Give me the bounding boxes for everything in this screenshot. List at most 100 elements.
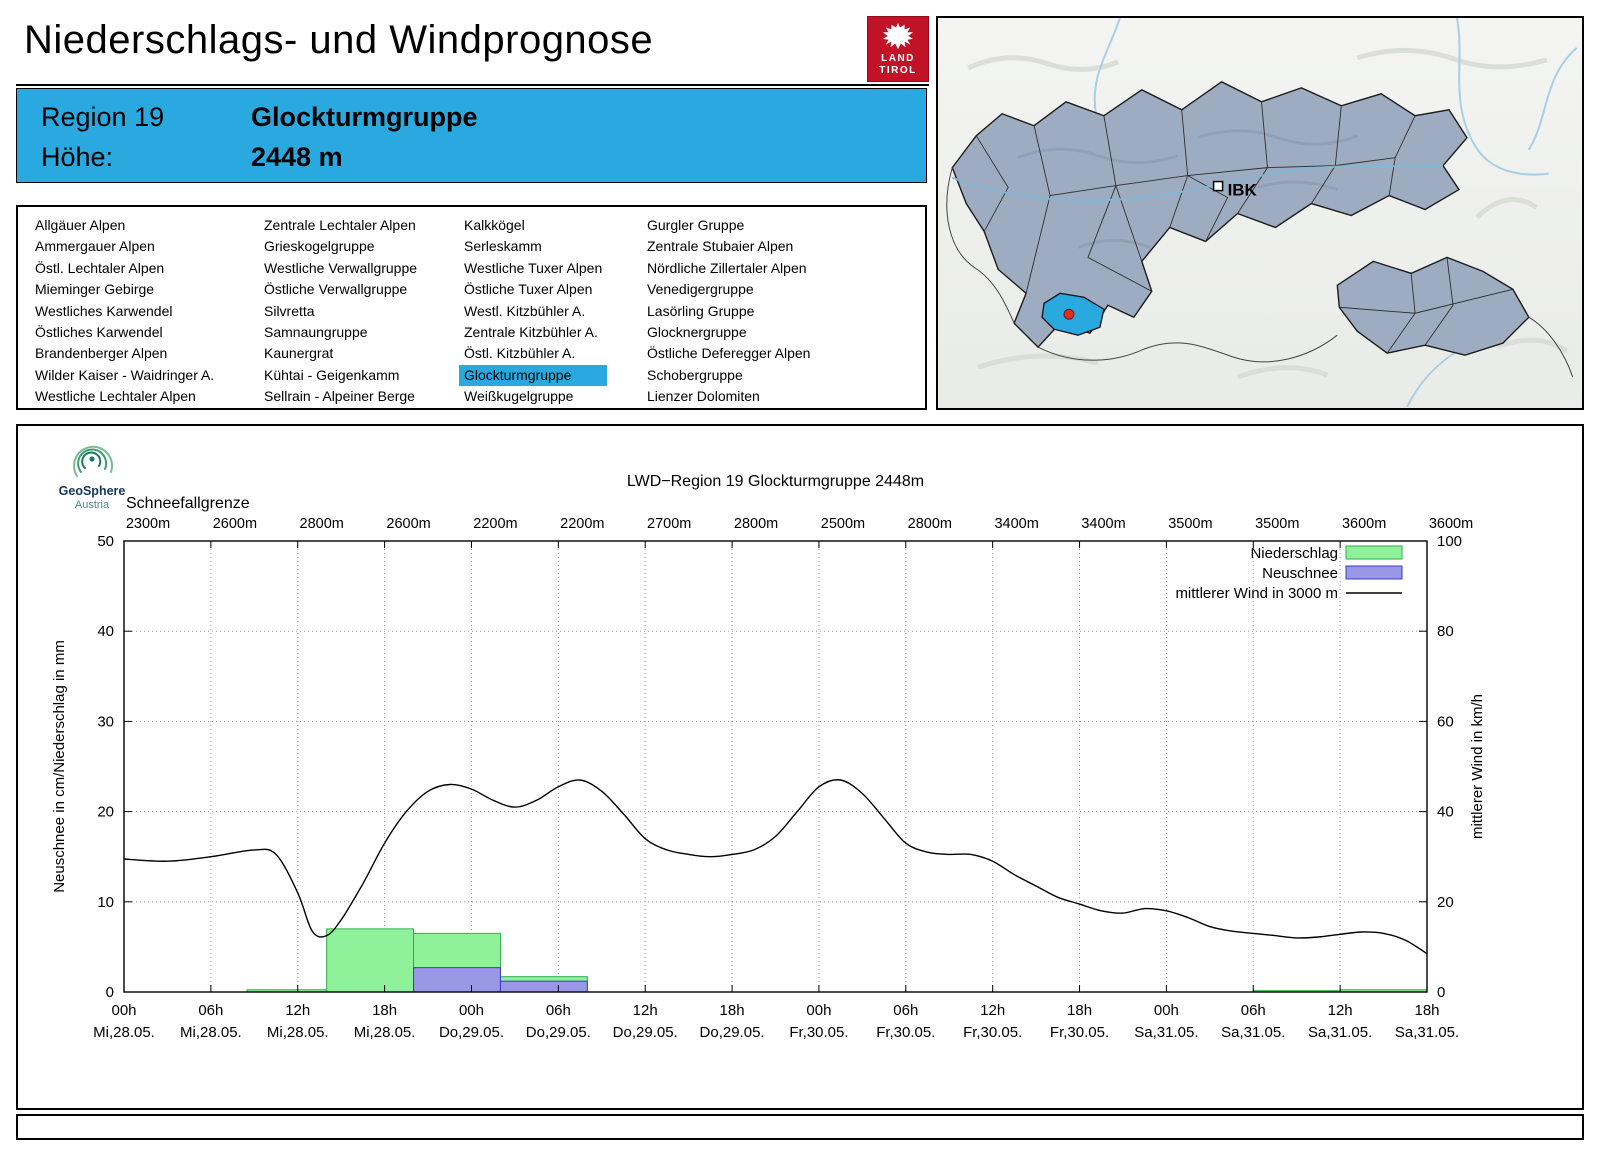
svg-text:2800m: 2800m [300, 516, 344, 532]
svg-text:Fr,30.05.: Fr,30.05. [876, 1024, 935, 1041]
svg-text:Niederschlag: Niederschlag [1250, 545, 1338, 562]
region-list-item-selected[interactable]: Glockturmgruppe [459, 364, 608, 387]
region-list-item[interactable]: Zentrale Lechtaler Alpen [264, 217, 416, 233]
region-list-item[interactable]: Weißkugelgruppe [464, 388, 574, 405]
region-list-item[interactable]: Östliches Karwendel [35, 324, 163, 341]
svg-text:0: 0 [1437, 984, 1445, 1001]
svg-text:3600m: 3600m [1429, 516, 1473, 532]
region-list-item[interactable]: Östl. Kitzbühler A. [464, 345, 576, 362]
y-left-label: Neuschnee in cm/Niederschlag in mm [51, 640, 68, 893]
region-list-item[interactable]: Samnaungruppe [264, 324, 368, 341]
region-list-item[interactable]: Brandenberger Alpen [35, 345, 168, 362]
svg-text:00h: 00h [111, 1002, 136, 1019]
region-list-item[interactable]: Wilder Kaiser - Waidringer A. [35, 366, 215, 383]
page-title: Niederschlags- und Windprognose [24, 18, 654, 62]
chart-legend: Niederschlag Neuschnee mittlerer Wind in 3… [1175, 545, 1403, 602]
svg-text:2600m: 2600m [386, 516, 430, 532]
region-list-item[interactable]: Kalkkögel [464, 217, 525, 233]
region-list-item[interactable]: Kühtai - Geigenkamm [264, 366, 400, 383]
svg-text:3400m: 3400m [1081, 516, 1125, 532]
svg-text:Do,29.05.: Do,29.05. [526, 1024, 591, 1041]
hoehe-value: 2448 m [251, 142, 343, 172]
region-list-item[interactable]: Westliche Tuxer Alpen [464, 259, 603, 276]
region-list-item[interactable]: Westliche Verwallgruppe [264, 259, 418, 276]
geosphere-sub: Austria [74, 498, 110, 511]
geosphere-logo: GeoSphere Austria [44, 440, 140, 512]
region-list-item[interactable]: Silvretta [264, 302, 315, 319]
legend-precip-swatch [1345, 545, 1403, 560]
map-box: IBK [936, 16, 1584, 410]
svg-text:3500m: 3500m [1168, 516, 1212, 532]
region-label: Region 19 [41, 102, 165, 132]
geosphere-icon [73, 445, 114, 477]
region-borders [975, 101, 1416, 294]
snowline-values: 2300m 2600m 2800m 2600m 2200m 2200m 2700m 2800m… [126, 516, 1473, 532]
chart-title: LWD−Region 19 Glockturmgruppe 2448m [627, 473, 924, 490]
region-list-item[interactable]: Lasörling Gruppe [647, 302, 755, 319]
terrain-shading [967, 47, 1569, 380]
region-list-item[interactable]: Schobergruppe [647, 366, 743, 383]
svg-text:06h: 06h [893, 1002, 918, 1019]
region-list-item[interactable]: Östl. Lechtaler Alpen [35, 259, 165, 276]
snow-bars [413, 967, 588, 993]
region-list-item[interactable]: Westliche Lechtaler Alpen [35, 388, 196, 405]
y-right-label: mittlerer Wind in km/h [1469, 694, 1486, 839]
svg-text:2600m: 2600m [213, 516, 257, 532]
svg-text:Sa,31.05.: Sa,31.05. [1221, 1024, 1285, 1041]
region-column: Kalkkögel Serleskamm Westliche Tuxer Alpen… [459, 215, 608, 408]
svg-text:2700m: 2700m [647, 516, 691, 532]
snowline-label: Schneefallgrenze [126, 495, 250, 512]
region-list-item[interactable]: Sellrain - Alpeiner Berge [264, 388, 415, 405]
region-list-item[interactable]: Östliche Verwallgruppe [264, 281, 408, 298]
region-list-item[interactable]: Glocknergruppe [647, 324, 747, 341]
logo-text: LAND TIROL [879, 53, 917, 76]
svg-text:06h: 06h [546, 1002, 571, 1019]
region-column: Allgäuer Alpen Ammergauer Alpen Östl. Lech… [30, 215, 219, 408]
svg-text:12h: 12h [633, 1002, 658, 1019]
region-list-item[interactable]: Grieskogelgruppe [264, 238, 375, 255]
map-location-dot [1063, 308, 1075, 320]
region-column: Gurgler Gruppe Zentrale Stubaier Alpen Nör… [642, 215, 815, 408]
region-list-item[interactable]: Ammergauer Alpen [35, 238, 155, 255]
region-list-item[interactable]: Serleskamm [464, 238, 542, 255]
svg-text:00h: 00h [1154, 1002, 1179, 1019]
svg-text:Do,29.05.: Do,29.05. [700, 1024, 765, 1041]
svg-text:Mi,28.05.: Mi,28.05. [93, 1024, 155, 1041]
svg-text:Neuschnee: Neuschnee [1262, 565, 1338, 582]
region-list-item[interactable]: Nördliche Zillertaler Alpen [647, 259, 807, 276]
svg-text:12h: 12h [980, 1002, 1005, 1019]
hoehe-label: Höhe: [41, 142, 114, 172]
region-list-item[interactable]: Westl. Kitzbühler A. [464, 302, 586, 319]
region-list-item[interactable]: Kaunergrat [264, 345, 334, 362]
snow-bar [499, 980, 588, 993]
region-list-item[interactable]: Venedigergruppe [647, 281, 754, 298]
region-list-item[interactable]: Westliches Karwendel [35, 302, 173, 319]
svg-text:00h: 00h [459, 1002, 484, 1019]
svg-text:30: 30 [97, 713, 114, 730]
map-region-east-tirol[interactable] [1336, 256, 1530, 356]
east-region-borders [1339, 257, 1513, 354]
region-list-item[interactable]: Östliche Deferegger Alpen [647, 345, 811, 362]
tirol-map[interactable]: IBK [938, 17, 1582, 408]
svg-text:2500m: 2500m [821, 516, 865, 532]
svg-text:40: 40 [97, 623, 114, 640]
region-list-item[interactable]: Zentrale Kitzbühler A. [464, 324, 598, 341]
chart-box: 0 10 20 30 40 50 0 20 40 60 80 100 00h Mi,28.05. 06h Mi… [16, 424, 1584, 1110]
svg-text:20: 20 [97, 804, 114, 821]
region-list-item[interactable]: Lienzer Dolomiten [647, 388, 760, 405]
region-list-item[interactable]: Östliche Tuxer Alpen [464, 281, 593, 298]
region-list-box: Allgäuer Alpen Ammergauer Alpen Östl. Lech… [16, 205, 927, 410]
region-list-item[interactable]: Zentrale Stubaier Alpen [647, 238, 794, 255]
map-ibk-marker [1212, 180, 1224, 192]
svg-text:mittlerer Wind in 3000 m: mittlerer Wind in 3000 m [1175, 585, 1338, 602]
region-name: Glockturmgruppe [251, 102, 478, 132]
region-list-item[interactable]: Mieminger Gebirge [35, 281, 155, 298]
svg-text:18h: 18h [720, 1002, 745, 1019]
svg-text:3400m: 3400m [994, 516, 1038, 532]
svg-text:00h: 00h [806, 1002, 831, 1019]
region-list-item[interactable]: Gurgler Gruppe [647, 217, 745, 233]
geosphere-name: GeoSphere [58, 484, 126, 498]
region-list-item[interactable]: Allgäuer Alpen [35, 217, 126, 233]
axis-labels: 0 10 20 30 40 50 0 20 40 60 80 100 00h Mi,28.05. 06h Mi… [93, 533, 1462, 1041]
